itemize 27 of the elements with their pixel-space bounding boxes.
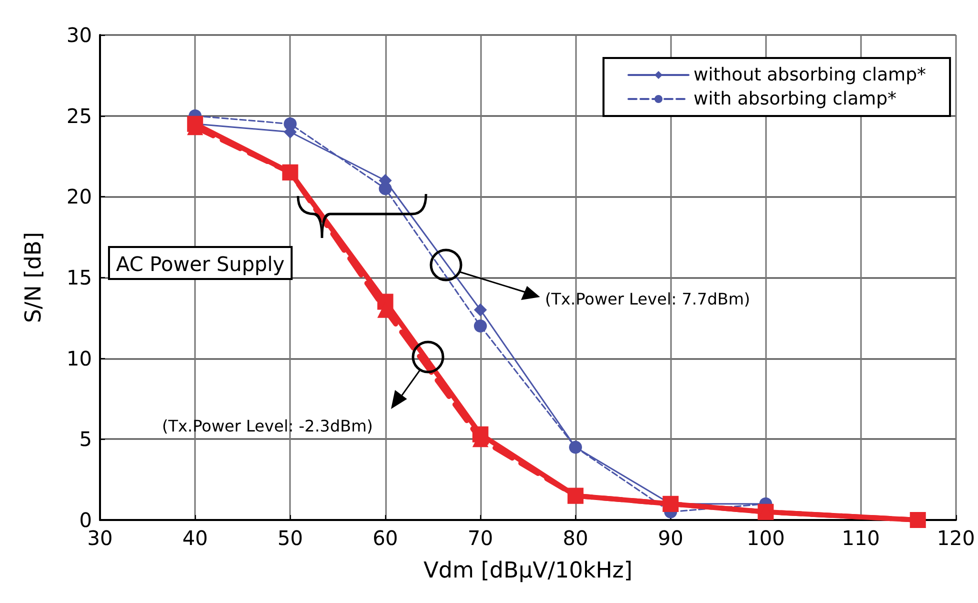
annotation: AC Power Supply bbox=[116, 252, 285, 276]
x-tick-label: 80 bbox=[562, 526, 588, 550]
x-axis-title: Vdm [dBμV/10kHz] bbox=[423, 558, 632, 584]
x-tick-label: 70 bbox=[468, 526, 494, 550]
point bbox=[474, 303, 487, 316]
x-tick-label: 120 bbox=[936, 526, 976, 550]
annotation: (Tx.Power Level: 7.7dBm) bbox=[545, 290, 750, 308]
y-tick-label: 20 bbox=[66, 184, 92, 209]
legend-label: with absorbing clamp* bbox=[693, 88, 897, 110]
point bbox=[474, 320, 487, 332]
x-tick-label: 110 bbox=[842, 526, 880, 550]
x-tick-label: 50 bbox=[277, 526, 303, 550]
y-tick-label: 25 bbox=[66, 104, 92, 128]
y-tick-label: 10 bbox=[66, 346, 92, 370]
y-tick-label: 5 bbox=[79, 427, 92, 452]
x-tick-label: 100 bbox=[746, 526, 785, 550]
annotation: (Tx.Power Level: -2.3dBm) bbox=[162, 416, 373, 436]
point bbox=[569, 440, 582, 454]
y-tick-label: 15 bbox=[66, 266, 92, 290]
y-axis-title: S/N [dB] bbox=[22, 232, 46, 324]
x-tick-label: 40 bbox=[182, 526, 208, 550]
point bbox=[378, 182, 392, 196]
point bbox=[284, 117, 297, 130]
x-tick-label: 60 bbox=[372, 526, 398, 550]
legend-label: without absorbing clamp* bbox=[693, 64, 926, 86]
x-tick-label: 90 bbox=[658, 526, 684, 550]
y-tick-label: 30 bbox=[66, 23, 92, 47]
